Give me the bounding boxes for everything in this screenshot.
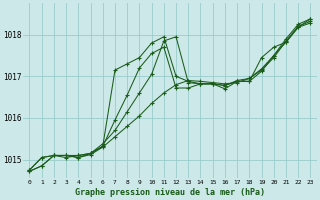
- X-axis label: Graphe pression niveau de la mer (hPa): Graphe pression niveau de la mer (hPa): [75, 188, 265, 197]
